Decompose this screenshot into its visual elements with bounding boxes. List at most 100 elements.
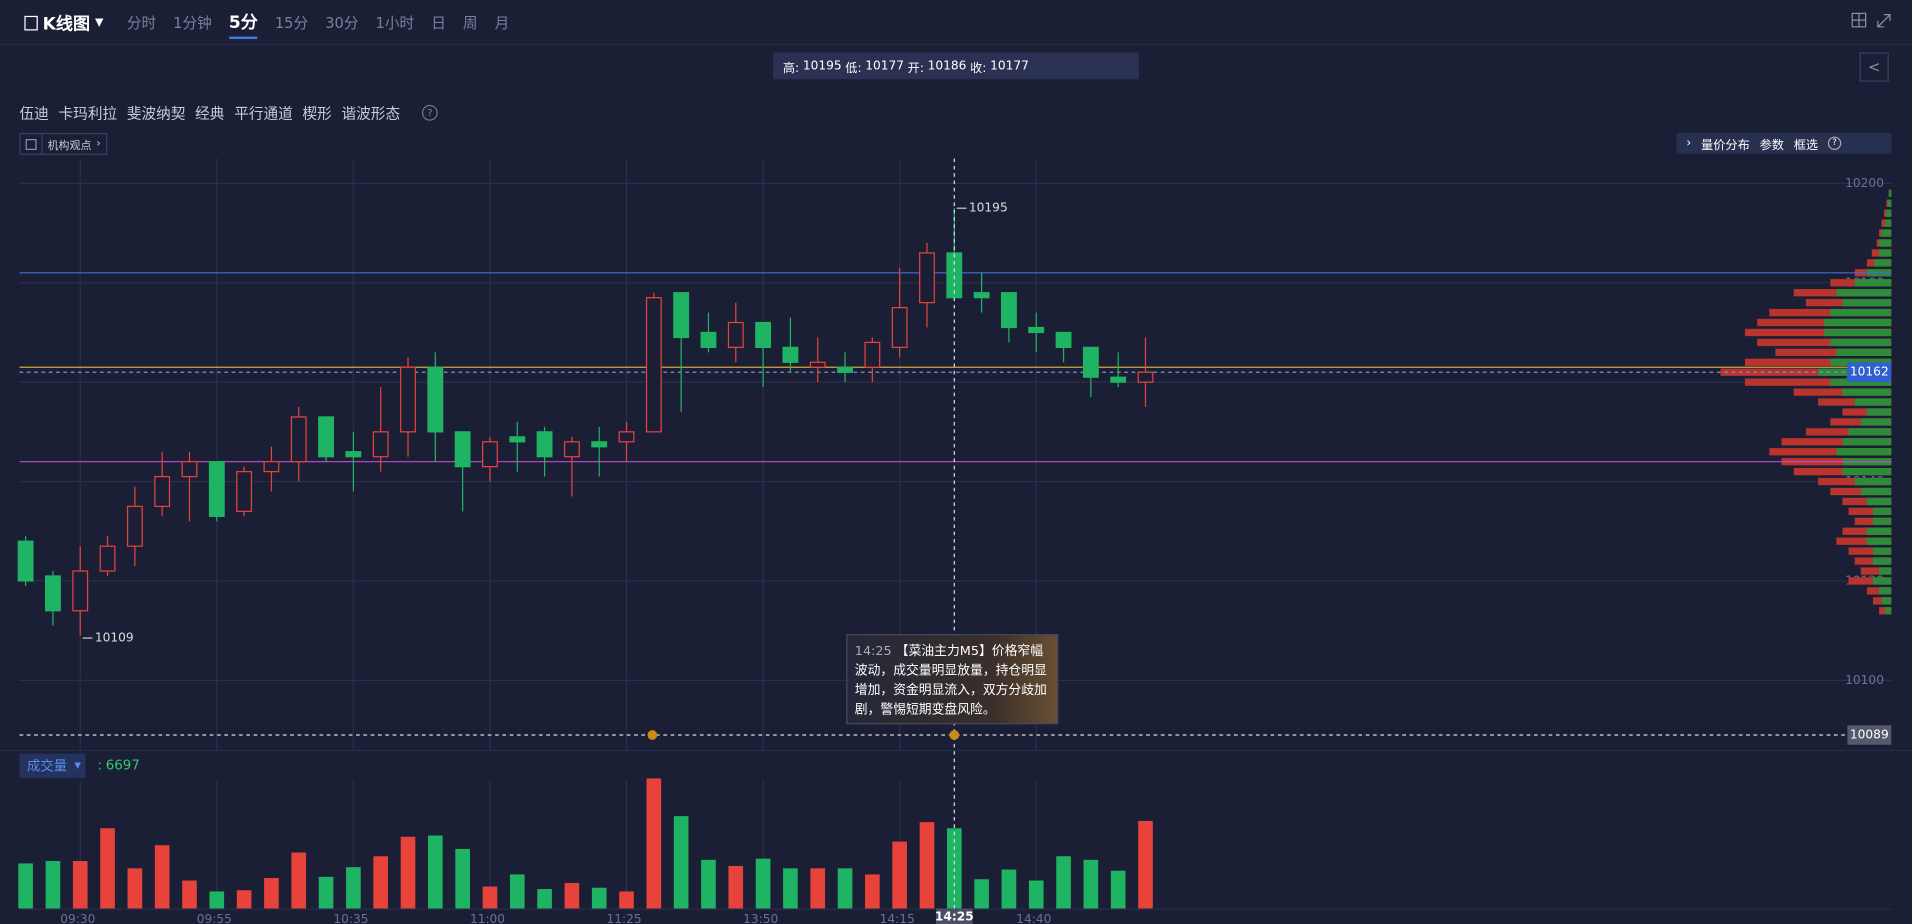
profile-bar-total [1793,388,1892,396]
volume-bar [1138,820,1153,909]
collapse-icon[interactable] [1877,14,1891,28]
candle-body [782,346,799,363]
icon [24,15,38,31]
chevron: › [96,137,101,150]
volume-bar [1083,859,1099,909]
candle-body [563,441,580,458]
label: 高: [782,61,800,75]
chart-toolbar: › 量价分布 参数 框选 ? [1676,132,1892,154]
tooltip-title: 【菜油主力M5】 [895,643,992,659]
profile-bar-buy [1886,209,1892,217]
tool-button[interactable]: 经典 [195,104,225,122]
volume-bar [537,889,552,909]
value: 10195 [802,59,842,73]
help-icon[interactable]: ? [1827,136,1842,150]
drawing-tools: 伍迪 卡玛利拉 斐波纳契 经典 平行通道 楔形 谐波形态? [20,102,438,123]
event-marker[interactable] [949,730,960,740]
low-label: 10109 [95,631,134,645]
profile-bar-total [1842,527,1892,535]
tool-button[interactable]: 卡玛利拉 [58,104,118,122]
volume-bar [209,891,225,909]
top-bar [0,0,1912,46]
profile-bar-buy [1872,547,1892,555]
profile-bar-buy [1887,199,1892,207]
volume-bar [919,822,935,909]
label: 低: [845,61,862,75]
candle-body [1137,371,1154,383]
candle-body [1000,292,1017,329]
candle-body [891,307,908,348]
volume-bar [1028,880,1044,909]
volume-bar [318,876,334,909]
volume-bar [591,887,607,909]
chart-type[interactable]: K线图 ▼ [24,11,103,35]
volume-bar [701,859,716,909]
candle-body [536,431,553,458]
profile-bar-buy [1824,318,1892,327]
candle-body [809,361,826,368]
period-tab[interactable]: 1分钟 [173,14,212,32]
volume-bar [455,848,470,909]
period-tab[interactable]: 周 [462,14,478,32]
x-tick-label: 11:00 [470,912,505,924]
profile-bar-total [1775,348,1892,357]
tooltip-text: 价格窄幅波动，成交量明显放量，持仓明显增加，资金明显流入，双方分歧加剧，警惕短期… [854,643,1047,718]
profile-bar-total [1836,537,1892,545]
tooltip-time: 14:25 [854,643,892,659]
candle-body [1082,346,1099,378]
label: 开: [907,61,924,75]
period-tab[interactable]: 1小时 [375,14,415,32]
profile-bar-buy [1842,388,1892,396]
period-tab[interactable]: 30分 [325,14,359,32]
volume-bar [974,879,989,909]
candle-body [372,431,389,458]
candle-body [509,436,526,443]
tool-button[interactable]: 伍迪 [19,104,49,122]
volume-bar [619,891,634,909]
profile-bar-total [1842,497,1892,506]
candle-body [864,341,881,368]
profile-bar-buy [1881,597,1892,605]
volume-bar [755,858,771,909]
title: K线图 [42,14,91,35]
y-tick-label: 10100 [1845,673,1884,687]
profile-bar-buy [1836,448,1892,456]
period-tab[interactable]: 5分 [228,10,258,40]
volume-bar [482,886,498,909]
volume-bar [45,861,61,909]
volume-bar [865,874,880,909]
divider [41,134,43,154]
profile-bar-buy [1879,567,1892,575]
candle-body [427,366,444,433]
indicator-name: 成交量 [26,758,68,775]
tool-button[interactable]: 楔形 [302,104,332,122]
x-tick-label: 13:50 [743,912,778,924]
x-tick-label: 09:30 [60,912,95,924]
tool-button[interactable]: 平行通道 [234,104,293,122]
toolbar-button[interactable]: 参数 [1759,139,1784,153]
profile-bar-buy [1879,587,1892,595]
period-tab[interactable]: 日 [431,14,446,32]
candle-body [99,545,116,572]
toolbar-button[interactable]: 框选 [1793,139,1819,153]
event-marker[interactable] [647,730,658,740]
tool-button[interactable]: 谐波形态 [341,104,401,122]
profile-bar-total [1848,577,1892,585]
profile-bar-buy [1885,219,1892,227]
tag[interactable]: 机构观点 › [19,132,107,155]
side-toggle[interactable]: < [1859,52,1889,82]
candle-body [700,331,717,348]
toolbar-button[interactable]: 量价分布 [1701,139,1750,153]
period-tab[interactable]: 月 [494,14,510,32]
help-icon[interactable]: ? [422,104,438,121]
window-icons [1851,12,1891,28]
tool-button[interactable]: 斐波纳契 [126,104,186,122]
profile-bar-buy [1848,428,1892,436]
profile-bar-total [1744,358,1892,366]
profile-bar-buy [1874,259,1892,267]
period-tab[interactable]: 15分 [274,14,309,32]
indicator-select[interactable]: 成交量 ▼ [19,753,86,778]
candle-body [673,292,690,339]
candle-body [126,505,143,547]
period-tab[interactable]: 分时 [126,14,157,32]
